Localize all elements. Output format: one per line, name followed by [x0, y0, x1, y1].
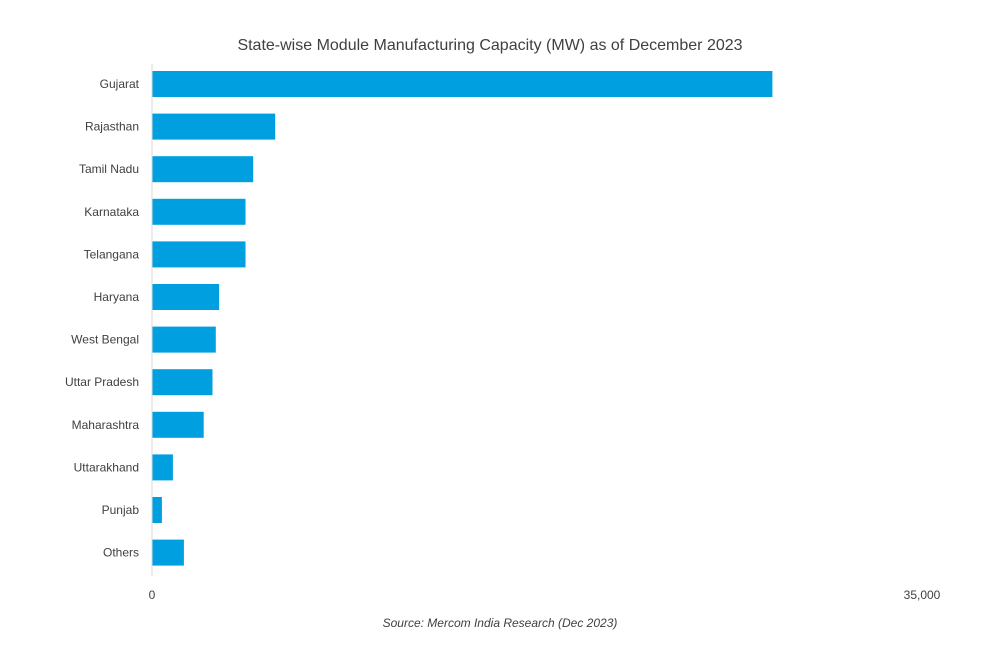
bar-gujarat [152, 71, 773, 97]
category-label-punjab: Punjab [102, 503, 140, 517]
category-label-telangana: Telangana [84, 247, 140, 261]
bar-haryana [152, 284, 220, 310]
category-label-uttar-pradesh: Uttar Pradesh [65, 375, 139, 389]
bar-others [152, 539, 184, 566]
category-label-west-bengal: West Bengal [71, 333, 139, 347]
bar-punjab [152, 497, 162, 523]
bar-west-bengal [152, 326, 216, 353]
bar-rajasthan [152, 113, 276, 140]
category-label-haryana: Haryana [94, 290, 140, 304]
bar-uttar-pradesh [152, 369, 213, 396]
chart-title: State-wise Module Manufacturing Capacity… [237, 37, 742, 54]
x-tick-label-min: 0 [149, 588, 156, 602]
bar-tamil-nadu [152, 156, 254, 183]
category-label-uttarakhand: Uttarakhand [74, 460, 139, 474]
category-labels: Gujarat Rajasthan Tamil Nadu Karnataka Telan… [65, 77, 140, 560]
category-label-gujarat: Gujarat [100, 77, 140, 91]
category-label-maharashtra: Maharashtra [72, 418, 140, 432]
bar-telangana [152, 241, 246, 268]
category-label-rajasthan: Rajasthan [85, 120, 139, 134]
bar-maharashtra [152, 411, 204, 438]
bar-series [152, 71, 773, 566]
bar-uttarakhand [152, 454, 173, 481]
category-label-others: Others [103, 546, 139, 560]
category-label-tamil-nadu: Tamil Nadu [79, 162, 139, 176]
category-label-karnataka: Karnataka [84, 205, 139, 219]
x-tick-label-max: 35,000 [904, 588, 941, 602]
bar-karnataka [152, 198, 246, 225]
source-note: Source: Mercom India Research (Dec 2023) [383, 616, 618, 630]
